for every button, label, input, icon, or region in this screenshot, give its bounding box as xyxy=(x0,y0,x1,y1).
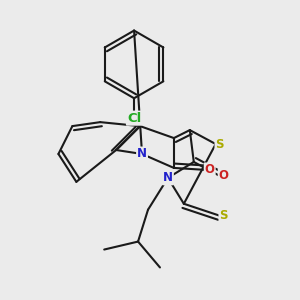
Text: Cl: Cl xyxy=(127,112,141,124)
Text: O: O xyxy=(205,164,215,176)
Text: S: S xyxy=(219,209,228,222)
Text: S: S xyxy=(215,137,224,151)
Text: O: O xyxy=(219,169,229,182)
Text: N: N xyxy=(137,148,147,160)
Text: N: N xyxy=(163,171,173,184)
